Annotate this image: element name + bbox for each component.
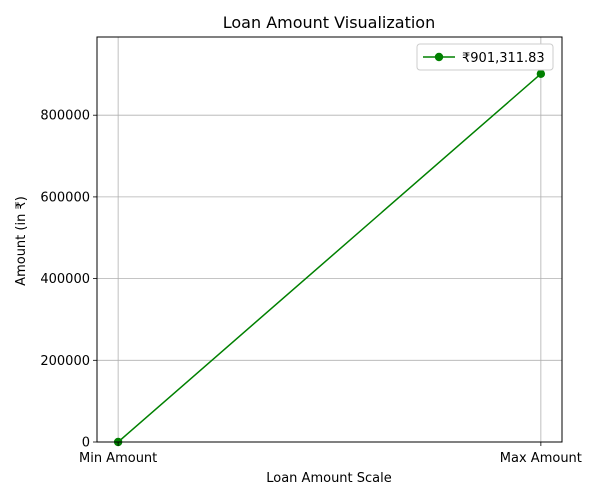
y-tick-label: 200000 [40, 354, 90, 369]
legend-series-label: ₹901,311.83 [462, 51, 545, 66]
y-tick-label: 0 [82, 436, 90, 451]
x-axis-ticks: Min Amount Max Amount [79, 442, 582, 466]
y-tick-label: 800000 [40, 109, 90, 124]
series-line [117, 73, 542, 443]
series-layer [113, 69, 546, 447]
y-tick-label: 600000 [40, 190, 90, 205]
legend-series-marker [434, 52, 444, 62]
y-axis-ticks: 0 200000 400000 600000 800000 [40, 109, 97, 451]
chart-title: Loan Amount Visualization [223, 13, 435, 32]
x-tick-label: Max Amount [500, 451, 582, 466]
data-point-marker [536, 69, 546, 79]
legend: ₹901,311.83 [416, 43, 554, 71]
x-axis-label: Loan Amount Scale [266, 471, 392, 486]
y-tick-label: 400000 [40, 272, 90, 287]
legend-box [416, 43, 554, 71]
y-axis-label: Amount (in ₹) [14, 196, 29, 286]
x-tick-label: Min Amount [79, 451, 157, 466]
plot-area-frame [96, 36, 563, 443]
grid-lines [97, 37, 562, 443]
